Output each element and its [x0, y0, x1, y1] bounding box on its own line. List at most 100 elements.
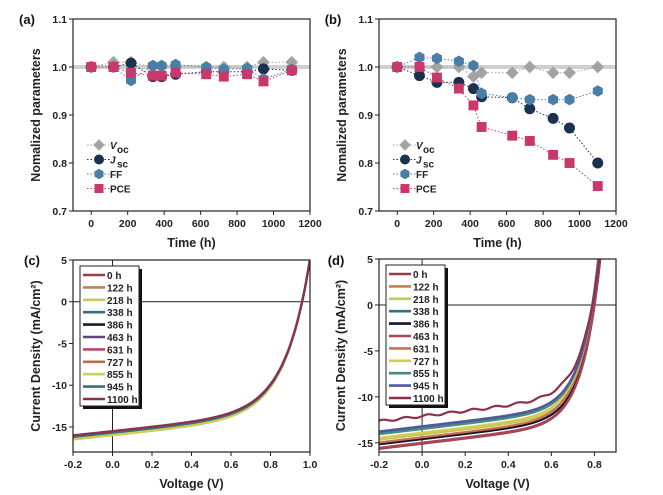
- y-tick-label: 0.7: [358, 206, 373, 218]
- legend-label: PCE: [110, 185, 131, 196]
- chart-panel-a: (a) 0 200 400 600 800 1000 1200 0.7 0.8 0.9 1.0 1.1 T…: [19, 12, 322, 250]
- data-point: [591, 60, 605, 74]
- legend-label: 386 h: [107, 321, 133, 332]
- x-tick-label: 1.0: [303, 459, 318, 471]
- jv-curve-631h: [379, 259, 600, 444]
- y-tick-label: -5: [58, 338, 67, 350]
- legend-label: 122 h: [413, 282, 439, 293]
- y-tick-label: 0.7: [52, 206, 67, 218]
- series-line-2: [397, 56, 598, 101]
- y-axis-label: Current Density (mA/cm²): [29, 280, 43, 431]
- data-point: [548, 93, 559, 106]
- x-tick-label: 1000: [262, 218, 286, 230]
- legend-label: 386 h: [413, 320, 439, 331]
- x-tick-label: 0.2: [145, 459, 160, 471]
- legend-label: 218 h: [107, 296, 133, 307]
- data-point: [286, 65, 297, 76]
- legend-label: 463 h: [107, 333, 133, 344]
- data-point: [170, 67, 181, 78]
- jv-curve-463h: [379, 259, 602, 450]
- plot-area: [73, 55, 310, 87]
- x-axis-label: Voltage (V): [465, 477, 529, 491]
- legend-label: 218 h: [413, 295, 439, 306]
- legend-label: 1100 h: [413, 394, 444, 405]
- legend-label: J: [416, 156, 422, 167]
- y-tick-label: 5: [61, 255, 67, 267]
- data-point: [218, 71, 229, 82]
- legend-marker: [94, 168, 104, 180]
- data-point: [507, 130, 518, 141]
- legend-label: 338 h: [107, 308, 133, 319]
- data-point: [108, 62, 119, 72]
- y-tick-label: 5: [367, 254, 373, 266]
- x-axis-label: Voltage (V): [159, 477, 223, 491]
- plot-frame: [72, 18, 311, 212]
- x-tick-label: 200: [119, 218, 137, 230]
- x-tick-label: 400: [461, 218, 479, 230]
- legend-label: 631 h: [107, 345, 133, 356]
- plot-frame: [72, 259, 311, 453]
- x-tick-label: 0.8: [587, 459, 602, 471]
- data-point: [258, 76, 269, 87]
- data-point: [156, 59, 167, 72]
- data-point: [201, 69, 212, 80]
- data-point: [156, 70, 167, 81]
- data-point: [524, 135, 535, 146]
- legend-subscript: sc: [117, 160, 129, 171]
- data-point: [468, 59, 479, 72]
- data-point: [564, 122, 576, 134]
- legend-label: 122 h: [107, 283, 133, 294]
- legend-marker: [93, 139, 105, 151]
- data-point: [147, 70, 158, 81]
- jv-curve-1100h: [73, 260, 310, 437]
- y-tick-label: 1.1: [358, 14, 373, 26]
- data-point: [467, 83, 479, 95]
- x-tick-label: -0.2: [64, 459, 82, 471]
- x-axis-label: Time (h): [167, 236, 215, 250]
- legend-label: 727 h: [107, 358, 133, 369]
- x-tick-label: 0.0: [415, 459, 430, 471]
- legend-label: 463 h: [413, 332, 439, 343]
- legend-label: 631 h: [413, 344, 439, 355]
- data-point: [524, 93, 535, 106]
- x-tick-label: 400: [155, 218, 173, 230]
- legend-label: FF: [416, 170, 428, 181]
- y-tick-label: -10: [358, 392, 373, 404]
- x-tick-label: 1000: [568, 218, 592, 230]
- chart-panel-d: (d) -0.2 0.0 0.2 0.4 0.6 0.8 5 0 -5 -10 -15 Voltage …: [328, 253, 617, 491]
- y-tick-label: 0.8: [358, 158, 373, 170]
- data-point: [546, 66, 560, 80]
- data-point: [414, 51, 425, 64]
- x-tick-label: 0.0: [105, 459, 120, 471]
- x-axis-label: Time (h): [473, 236, 521, 250]
- legend-marker: [400, 168, 410, 180]
- legend-marker: [400, 184, 410, 193]
- data-point: [413, 70, 425, 82]
- legend-marker: [94, 154, 104, 165]
- x-tick-label: 1200: [298, 218, 322, 230]
- data-point: [452, 60, 466, 74]
- data-point: [523, 60, 537, 74]
- legend-subscript: oc: [423, 145, 435, 156]
- x-tick-label: 600: [192, 218, 210, 230]
- x-tick-label: 200: [425, 218, 443, 230]
- legend-label: 945 h: [413, 382, 439, 393]
- legend-label: 1100 h: [107, 395, 138, 406]
- data-point: [507, 91, 518, 104]
- legend-label: 0 h: [107, 271, 121, 282]
- legend-marker: [94, 184, 104, 193]
- data-point: [242, 69, 253, 80]
- legend-subscript: oc: [117, 145, 129, 156]
- data-point: [592, 181, 603, 191]
- y-tick-label: 1.0: [52, 62, 67, 74]
- x-tick-label: 600: [498, 218, 516, 230]
- y-tick-label: 0: [367, 300, 373, 312]
- y-tick-label: 1.0: [358, 62, 373, 74]
- data-point: [285, 55, 299, 69]
- data-point: [453, 83, 464, 94]
- legend-label: V: [110, 141, 118, 152]
- plot-frame: [378, 258, 617, 453]
- data-point: [564, 93, 575, 106]
- data-point: [432, 52, 442, 65]
